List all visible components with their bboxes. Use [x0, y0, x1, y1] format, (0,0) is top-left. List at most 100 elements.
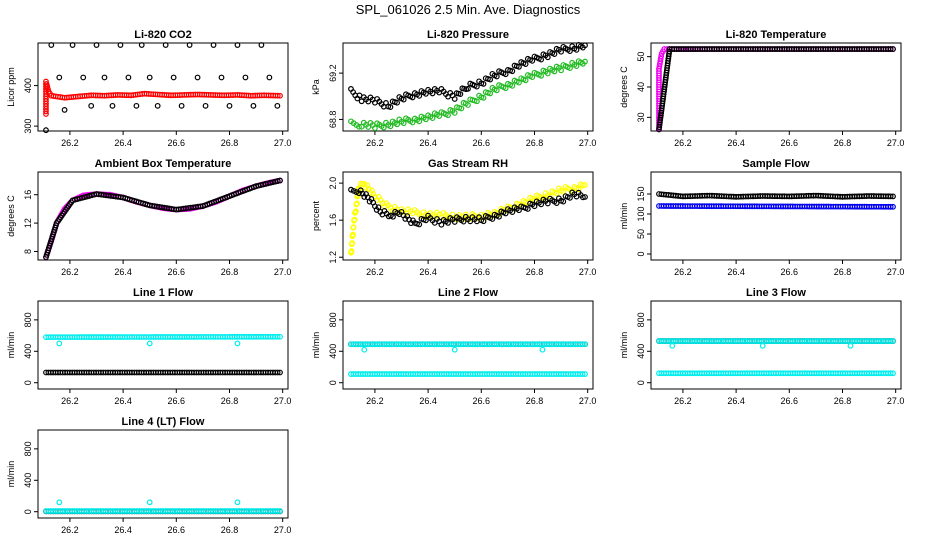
y-axis-label: degrees C: [619, 66, 629, 108]
x-tick-label: 26.4: [727, 396, 745, 406]
y-axis-label: ml/min: [6, 332, 16, 359]
data-point: [551, 51, 558, 57]
series-cyan: [43, 508, 283, 514]
data-point: [516, 63, 522, 70]
x-tick-label: 26.4: [727, 267, 745, 277]
data-point: [80, 74, 87, 81]
data-point: [551, 68, 558, 75]
series-cyan-dips: [669, 342, 854, 349]
data-point: [400, 120, 407, 127]
y-tick-label: 800: [636, 312, 646, 327]
data-point: [567, 194, 573, 201]
data-point: [242, 74, 249, 81]
series-magenta: [656, 46, 896, 131]
data-point: [250, 102, 257, 109]
data-point: [558, 67, 564, 74]
data-point: [429, 90, 436, 97]
data-point: [451, 346, 458, 353]
data-point: [356, 123, 362, 130]
data-point: [509, 209, 516, 215]
data-point: [582, 194, 588, 200]
data-point: [460, 218, 467, 225]
data-point: [429, 115, 436, 122]
data-point: [56, 74, 63, 81]
data-point: [69, 42, 76, 48]
data-point: [210, 42, 217, 48]
data-point: [277, 333, 283, 340]
x-tick-label: 27.0: [887, 267, 905, 277]
data-point: [509, 82, 516, 89]
y-tick-label: 1.6: [328, 214, 338, 227]
data-point: [529, 74, 536, 80]
data-point: [493, 73, 500, 80]
x-tick-label: 26.8: [526, 396, 544, 406]
data-point: [544, 200, 551, 207]
y-tick-label: 40: [636, 82, 646, 92]
data-point: [43, 127, 49, 134]
data-point: [553, 200, 560, 207]
y-tick-label: 0: [636, 380, 646, 385]
data-point: [661, 46, 668, 52]
y-axis-label: kPa: [311, 79, 321, 95]
x-tick-label: 27.0: [274, 525, 292, 535]
panel-title: Ambient Box Temperature: [95, 158, 232, 170]
y-tick-label: 68.8: [328, 111, 338, 129]
data-point: [522, 77, 529, 84]
x-tick-label: 26.6: [473, 267, 491, 277]
data-point: [582, 42, 588, 49]
y-tick-label: 1.2: [328, 251, 338, 264]
data-point: [759, 342, 766, 349]
y-axis-label: degrees C: [6, 195, 16, 237]
data-point: [489, 216, 496, 222]
x-tick-label: 26.4: [114, 396, 132, 406]
data-point: [457, 91, 464, 97]
data-point: [394, 121, 400, 128]
panel-title: Line 4 (LT) Flow: [122, 416, 205, 428]
data-point: [56, 499, 63, 506]
panel-co2: Li-820 CO2 26.2 26.4 26.6 26.8 27.0 300 400 Lico…: [6, 29, 291, 148]
x-tick-label: 26.8: [221, 138, 239, 148]
data-point: [178, 102, 185, 109]
y-tick-label: 0: [23, 509, 33, 514]
series-cyan-low: [656, 370, 896, 377]
x-tick-label: 26.8: [834, 396, 852, 406]
data-point: [887, 193, 894, 200]
y-tick-label: 400: [328, 344, 338, 359]
data-point: [277, 92, 283, 99]
series-black: [656, 46, 896, 133]
y-tick-label: 12: [23, 218, 33, 228]
series-cyan-dips: [361, 346, 546, 353]
data-point: [154, 102, 161, 109]
data-point: [48, 42, 55, 48]
data-point: [380, 124, 387, 131]
series-black: [43, 369, 283, 376]
x-tick-label: 26.8: [221, 396, 239, 406]
series-black: [348, 186, 588, 228]
data-point: [416, 221, 423, 228]
data-point: [560, 198, 567, 205]
data-point: [101, 74, 108, 81]
series-cyan: [348, 341, 588, 348]
data-point: [480, 218, 487, 225]
y-tick-label: 0: [23, 380, 33, 385]
x-tick-label: 26.4: [419, 138, 437, 148]
data-point: [277, 369, 283, 376]
data-point: [266, 74, 273, 81]
x-tick-label: 26.6: [168, 525, 186, 535]
data-point: [887, 203, 894, 210]
data-point: [350, 224, 357, 231]
y-tick-label: 100: [636, 206, 646, 221]
data-point: [658, 53, 665, 60]
x-tick-label: 26.6: [781, 138, 799, 148]
data-point: [146, 499, 153, 506]
data-point: [544, 70, 551, 77]
data-point: [890, 370, 896, 377]
data-point: [258, 42, 265, 48]
data-point: [522, 61, 529, 67]
data-point: [202, 102, 209, 109]
data-point: [538, 56, 545, 63]
data-point: [575, 186, 582, 193]
x-tick-label: 26.2: [366, 396, 384, 406]
x-tick-label: 26.6: [781, 396, 799, 406]
